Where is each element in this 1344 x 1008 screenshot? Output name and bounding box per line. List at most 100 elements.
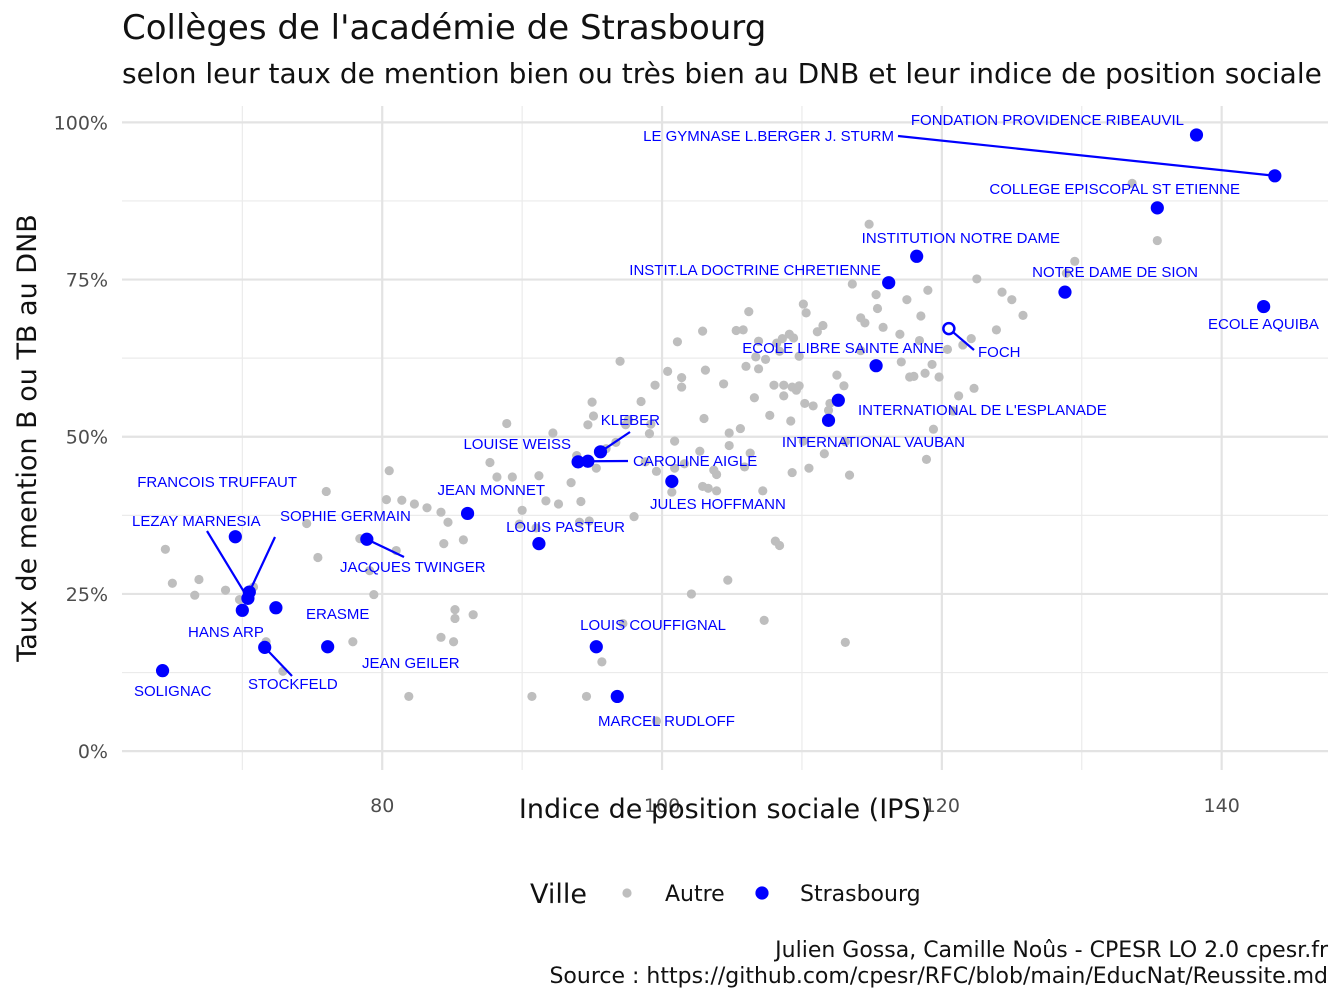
point-autre (531, 523, 541, 533)
point-label: ERASME (306, 606, 369, 623)
point-autre (302, 518, 312, 529)
point-label: FONDATION PROVIDENCE RIBEAUVIL (911, 112, 1184, 129)
point-autre (348, 637, 358, 647)
point-autre (871, 290, 881, 300)
point-autre (686, 589, 697, 599)
point-autre (839, 381, 849, 391)
point-autre (672, 337, 683, 347)
point-autre (769, 380, 779, 390)
point-autre (779, 380, 789, 390)
point-label: JACQUES TWINGER (340, 559, 486, 576)
point-autre (902, 295, 912, 305)
point-label: JULES HOFFMANN (650, 496, 786, 513)
point-strasbourg (593, 445, 608, 459)
label-leader-line (366, 538, 405, 558)
point-autre (954, 391, 964, 401)
point-autre (798, 299, 808, 309)
point-autre (670, 463, 680, 473)
point-autre (194, 574, 204, 585)
point-autre (468, 610, 478, 620)
point-autre (738, 325, 748, 335)
point-label: HANS ARP (188, 624, 264, 641)
point-autre (448, 637, 459, 647)
point-label: JEAN MONNET (437, 482, 545, 499)
point-autre (840, 437, 850, 447)
point-strasbourg (1257, 299, 1271, 314)
point-autre (409, 499, 420, 509)
point-autre (860, 318, 870, 328)
point-autre (744, 307, 754, 317)
point-label: MARCEL RUDLOFF (598, 713, 735, 730)
point-autre (972, 274, 982, 284)
point-label: INTERNATIONAL VAUBAN (782, 434, 965, 451)
point-autre (787, 467, 797, 478)
legend-title: Ville (530, 879, 587, 910)
point-autre (801, 308, 811, 318)
point-label: CAROLINE AIGLE (633, 453, 757, 470)
point-strasbourg (589, 640, 603, 654)
point-autre (712, 469, 722, 480)
point-autre (731, 325, 741, 336)
point-autre (677, 373, 687, 383)
legend: Ville Autre Strasbourg (530, 879, 921, 910)
point-autre (458, 535, 468, 545)
point-autre (699, 413, 709, 424)
point-autre (1061, 268, 1071, 278)
y-tick-label: 0% (78, 741, 108, 763)
legend-key-autre (622, 888, 632, 898)
point-strasbourg (571, 455, 585, 469)
point-strasbourg (1058, 285, 1072, 299)
point-autre (844, 470, 855, 480)
point-strasbourg (235, 603, 249, 617)
point-autre (502, 418, 512, 429)
point-autre (597, 657, 607, 667)
point-label: SOPHIE GERMAIN (280, 508, 411, 525)
point-autre (739, 462, 750, 472)
point-strasbourg (882, 276, 896, 290)
point-autre (794, 351, 804, 361)
point-autre (1007, 295, 1017, 305)
point-autre (804, 463, 814, 473)
point-autre (439, 539, 449, 549)
x-tick-label: 140 (1204, 795, 1240, 817)
point-autre (517, 505, 527, 515)
point-strasbourg (581, 454, 595, 468)
point-autre (864, 219, 874, 229)
point-autre (583, 420, 593, 430)
point-strasbourg (910, 249, 924, 263)
point-autre (758, 486, 768, 496)
point-label: INSTIT.LA DOCTRINE CHRETIENNE (629, 262, 881, 279)
point-autre (576, 496, 586, 507)
point-strasbourg (610, 689, 624, 704)
point-strasbourg (1189, 128, 1204, 142)
point-autre (650, 380, 660, 390)
point-autre (651, 716, 662, 726)
chart-title: Collèges de l'académie de Strasbourg (122, 8, 767, 48)
point-autre (679, 459, 690, 469)
point-label: LOUIS COUFFIGNAL (580, 617, 726, 634)
point-autre (840, 637, 850, 647)
point-autre (808, 401, 818, 411)
point-autre (819, 449, 829, 459)
point-autre (798, 436, 808, 446)
y-axis-title: Taux de mention B ou TB au DNB (12, 214, 43, 663)
point-autre (966, 334, 976, 344)
point-autre (160, 544, 170, 554)
point-autre (934, 372, 944, 382)
point-label: NOTRE DAME DE SION (1032, 264, 1198, 281)
point-strasbourg (821, 413, 836, 427)
point-autre (942, 344, 953, 354)
point-autre (969, 383, 979, 393)
point-autre (753, 336, 764, 346)
point-autre (167, 578, 177, 588)
point-autre (823, 405, 834, 415)
point-autre (450, 605, 460, 615)
point-label: LOUISE WEISS (463, 436, 571, 453)
point-autre (534, 471, 544, 481)
point-autre (422, 503, 432, 513)
point-autre (587, 397, 597, 407)
point-strasbourg (942, 321, 956, 336)
point-autre (878, 322, 888, 332)
point-autre (450, 613, 460, 624)
point-autre (698, 326, 708, 336)
